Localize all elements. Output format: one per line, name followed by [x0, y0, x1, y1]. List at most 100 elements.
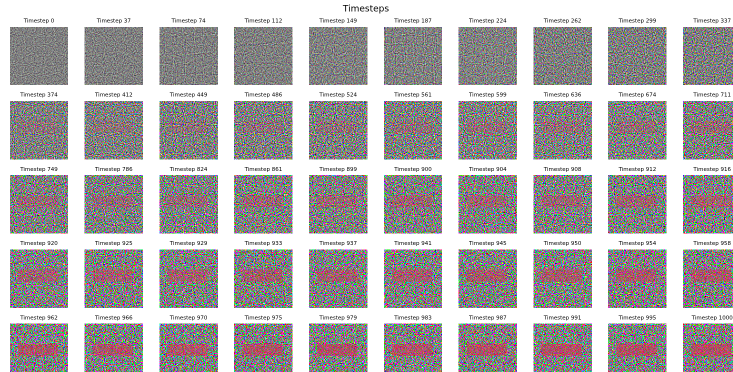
panel-title: Timestep 861 [244, 167, 283, 173]
panel-title: Timestep 412 [94, 93, 133, 99]
panel-overlay [542, 270, 582, 282]
panel-title: Timestep 920 [19, 241, 58, 247]
panel-overlay [691, 270, 731, 282]
panel-overlay [467, 344, 507, 356]
figure: Timesteps Timestep 0 Timestep 37 Timestep … [0, 0, 733, 372]
panel-overlay [93, 195, 133, 207]
panel-image [384, 27, 442, 85]
panel-title: Timestep 187 [393, 19, 432, 25]
panel-overlay [392, 344, 432, 356]
panel-overlay [317, 270, 357, 282]
panel-overlay [93, 344, 133, 356]
panel-title: Timestep 149 [318, 19, 357, 25]
panel-title: Timestep 925 [94, 241, 133, 247]
panel-title: Timestep 966 [94, 315, 133, 321]
panel-overlay [467, 121, 507, 133]
panel-image [85, 27, 143, 85]
panel-overlay [168, 121, 208, 133]
panel-overlay [93, 121, 133, 133]
panel-overlay [616, 121, 656, 133]
panel-image [683, 27, 733, 85]
panel-overlay [18, 344, 58, 356]
panel-title: Timestep 900 [393, 167, 432, 173]
panel-title: Timestep 937 [318, 241, 357, 247]
panel-overlay [691, 121, 731, 133]
panel-title: Timestep 449 [169, 93, 208, 99]
panel-image [459, 27, 517, 85]
panel-overlay [392, 195, 432, 207]
panel-title: Timestep 299 [618, 19, 657, 25]
panel-title: Timestep 262 [543, 19, 582, 25]
figure-title: Timesteps [342, 5, 389, 15]
panel-title: Timestep 933 [244, 241, 283, 247]
panel-overlay [616, 270, 656, 282]
panel-overlay [317, 121, 357, 133]
panel-title: Timestep 749 [19, 167, 58, 173]
panel-image [309, 27, 367, 85]
panel-overlay [168, 270, 208, 282]
panel-overlay [168, 195, 208, 207]
panel-overlay [168, 344, 208, 356]
panel-title: Timestep 1000 [691, 315, 733, 321]
panel-overlay [93, 270, 133, 282]
panel-title: Timestep 824 [169, 167, 208, 173]
panel-title: Timestep 37 [96, 19, 132, 25]
panel-title: Timestep 561 [393, 93, 432, 99]
panel-title: Timestep 983 [393, 315, 432, 321]
panel-image [534, 27, 592, 85]
panel-image [608, 27, 666, 85]
panel-overlay [691, 195, 731, 207]
panel-title: Timestep 74 [171, 19, 207, 25]
panel-title: Timestep 711 [692, 93, 731, 99]
panel-title: Timestep 904 [468, 167, 507, 173]
panel-title: Timestep 950 [543, 241, 582, 247]
panel-overlay [18, 195, 58, 207]
panel-title: Timestep 374 [19, 93, 58, 99]
panel-overlay [317, 195, 357, 207]
panel-title: Timestep 636 [543, 93, 582, 99]
panel-title: Timestep 987 [468, 315, 507, 321]
panel-image [10, 27, 68, 85]
panel-title: Timestep 958 [692, 241, 731, 247]
panel-title: Timestep 599 [468, 93, 507, 99]
panel-overlay [691, 344, 731, 356]
panel-title: Timestep 979 [318, 315, 357, 321]
panel-title: Timestep 941 [393, 241, 432, 247]
panel-overlay [467, 195, 507, 207]
panel-title: Timestep 975 [244, 315, 283, 321]
panel-overlay [392, 270, 432, 282]
panel-title: Timestep 112 [244, 19, 283, 25]
panel-title: Timestep 337 [692, 19, 731, 25]
panel-title: Timestep 945 [468, 241, 507, 247]
panel-overlay [467, 270, 507, 282]
panel-overlay [616, 344, 656, 356]
panel-title: Timestep 970 [169, 315, 208, 321]
panel-overlay [242, 270, 282, 282]
panel-title: Timestep 674 [618, 93, 657, 99]
panel-title: Timestep 224 [468, 19, 507, 25]
panel-overlay [542, 344, 582, 356]
panel-overlay [542, 195, 582, 207]
panel-title: Timestep 912 [618, 167, 657, 173]
panel-title: Timestep 524 [318, 93, 357, 99]
panel-title: Timestep 899 [318, 167, 357, 173]
panel-overlay [242, 195, 282, 207]
panel-title: Timestep 786 [94, 167, 133, 173]
panel-overlay [317, 344, 357, 356]
panel-title: Timestep 995 [618, 315, 657, 321]
panel-title: Timestep 916 [692, 167, 731, 173]
panel-title: Timestep 962 [19, 315, 58, 321]
panel-overlay [242, 121, 282, 133]
panel-overlay [392, 121, 432, 133]
panel-image [234, 27, 292, 85]
panel-image [160, 27, 218, 85]
panel-overlay [542, 121, 582, 133]
panel-title: Timestep 929 [169, 241, 208, 247]
panel-overlay [18, 121, 58, 133]
panel-overlay [242, 344, 282, 356]
panel-title: Timestep 0 [23, 19, 55, 25]
panel-title: Timestep 908 [543, 167, 582, 173]
panel-overlay [18, 270, 58, 282]
panel-title: Timestep 954 [618, 241, 657, 247]
panel-title: Timestep 486 [244, 93, 283, 99]
